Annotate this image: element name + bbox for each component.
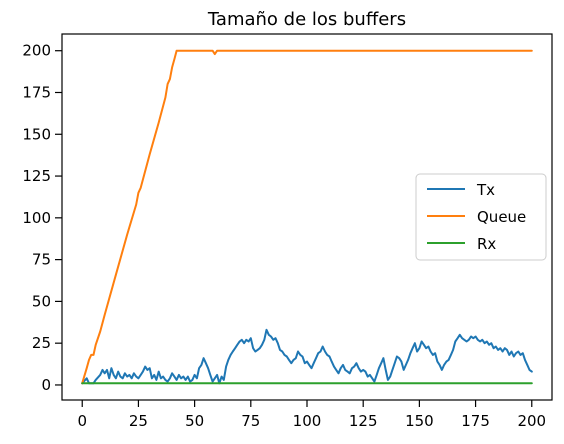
- legend-box: [415, 173, 547, 261]
- x-tick-label: 150: [405, 412, 434, 430]
- x-tick-label: 0: [77, 412, 87, 430]
- legend-label-tx: Tx: [476, 181, 495, 199]
- x-tick-label: 200: [517, 412, 546, 430]
- x-tick-label: 125: [349, 412, 378, 430]
- x-tick-label: 100: [293, 412, 322, 430]
- x-tick-label: 25: [129, 412, 148, 430]
- plot-area: [81, 49, 533, 385]
- y-tick-label: 200: [22, 42, 51, 60]
- y-tick-label: 100: [22, 209, 51, 227]
- y-tick-label: 50: [32, 292, 51, 310]
- y-tick-label: 175: [22, 83, 51, 101]
- x-tick-label: 175: [461, 412, 490, 430]
- x-tick-label: 75: [241, 412, 260, 430]
- legend: Tx Queue Rx: [415, 173, 547, 261]
- y-tick-label: 75: [32, 251, 51, 269]
- legend-label-queue: Queue: [477, 208, 526, 226]
- axis-ticks: 0 25 50 75 100 125 150 175 200 0 25 50 75 100 125 150 17…: [22, 42, 546, 430]
- y-tick-label: 150: [22, 125, 51, 143]
- series-line-queue: [81, 49, 533, 385]
- x-tick-label: 50: [185, 412, 204, 430]
- y-tick-label: 25: [32, 334, 51, 352]
- chart-title: Tamaño de los buffers: [207, 9, 406, 30]
- series-line-tx: [81, 328, 533, 385]
- y-tick-label: 0: [41, 376, 51, 394]
- legend-label-rx: Rx: [477, 235, 496, 253]
- y-tick-label: 125: [22, 167, 51, 185]
